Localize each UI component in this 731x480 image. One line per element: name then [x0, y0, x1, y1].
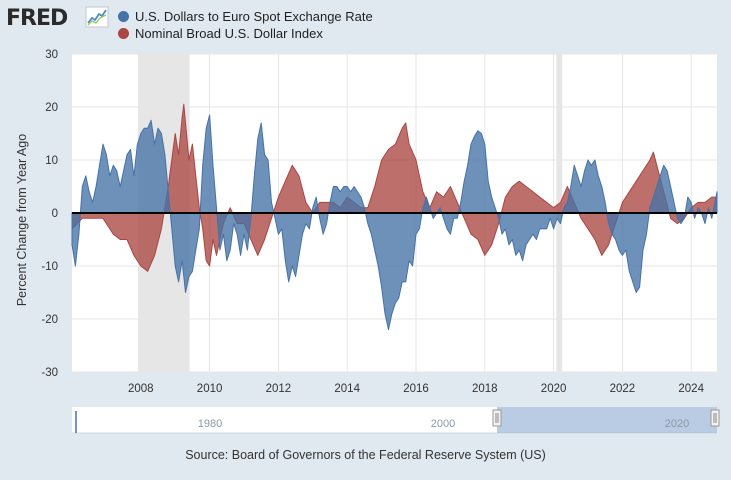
x-tick-label: 2022: [610, 383, 636, 395]
y-tick-label: -10: [41, 261, 58, 273]
navigator-label: 2000: [431, 418, 455, 430]
y-tick-label: 0: [52, 208, 58, 220]
series-area-0[interactable]: [71, 114, 718, 331]
navigator-labels: 1980 2000 2020: [198, 418, 689, 430]
y-tick-label: 20: [45, 102, 58, 114]
fred-logo[interactable]: FRED: [6, 4, 112, 30]
y-tick-label: 30: [45, 49, 58, 61]
chart-legend: U.S. Dollars to Euro Spot Exchange Rate …: [118, 8, 373, 42]
x-tick-label: 2014: [334, 383, 360, 395]
legend-label-series-1: Nominal Broad U.S. Dollar Index: [135, 26, 323, 41]
x-tick-label: 2008: [128, 383, 154, 395]
y-tick-labels: 30 20 10 0 -10 -20 -30: [41, 49, 58, 379]
x-tick-label: 2016: [403, 383, 429, 395]
series-areas: [71, 103, 718, 331]
x-tick-label: 2010: [197, 383, 223, 395]
fred-logo-text: FRED: [6, 6, 68, 30]
y-tick-label: 10: [45, 155, 58, 167]
fred-logo-chart-icon: [85, 6, 109, 28]
y-tick-label: -30: [41, 367, 58, 379]
legend-item-series-0[interactable]: U.S. Dollars to Euro Spot Exchange Rate: [118, 8, 373, 25]
navigator-handle-right[interactable]: [710, 409, 720, 427]
x-tick-label: 2024: [678, 383, 704, 395]
navigator-handle-left[interactable]: [492, 409, 502, 427]
x-tick-label: 2020: [541, 383, 567, 395]
series-area-1[interactable]: [71, 103, 718, 272]
range-navigator[interactable]: 1980 2000 2020: [72, 407, 720, 434]
x-tick-label: 2012: [266, 383, 292, 395]
legend-label-series-0: U.S. Dollars to Euro Spot Exchange Rate: [135, 9, 373, 24]
navigator-label: 2020: [665, 418, 689, 430]
x-tick-label: 2018: [472, 383, 498, 395]
legend-marker-series-1: [118, 28, 129, 39]
source-citation: Source: Board of Governors of the Federa…: [185, 448, 546, 462]
y-tick-label: -20: [41, 314, 58, 326]
legend-marker-series-0: [118, 11, 129, 22]
navigator-label: 1980: [198, 418, 222, 430]
navigator-selected-range[interactable]: [497, 407, 717, 433]
x-tick-labels: 2008 2010 2012 2014 2016 2018 2020 2022 2024: [128, 383, 705, 395]
legend-item-series-1[interactable]: Nominal Broad U.S. Dollar Index: [118, 25, 373, 42]
